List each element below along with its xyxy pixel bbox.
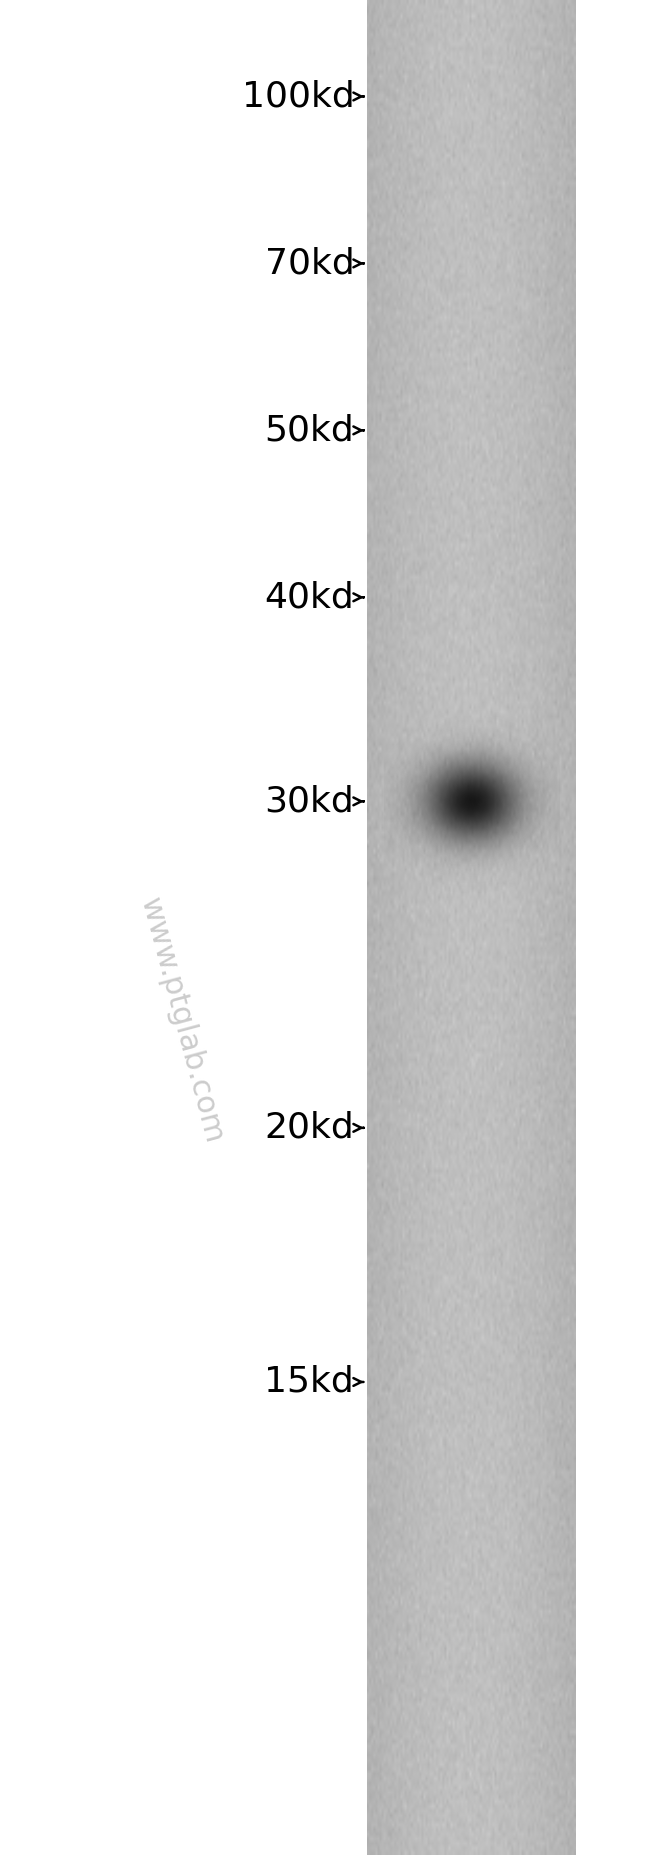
Text: 40kd: 40kd xyxy=(265,581,354,614)
Text: 70kd: 70kd xyxy=(265,247,354,280)
Text: 20kd: 20kd xyxy=(265,1111,354,1145)
Text: www.ptglab.com: www.ptglab.com xyxy=(135,894,229,1146)
Text: 15kd: 15kd xyxy=(265,1365,354,1399)
Text: 100kd: 100kd xyxy=(242,80,354,113)
Text: 50kd: 50kd xyxy=(265,414,354,447)
Text: 30kd: 30kd xyxy=(265,785,354,818)
